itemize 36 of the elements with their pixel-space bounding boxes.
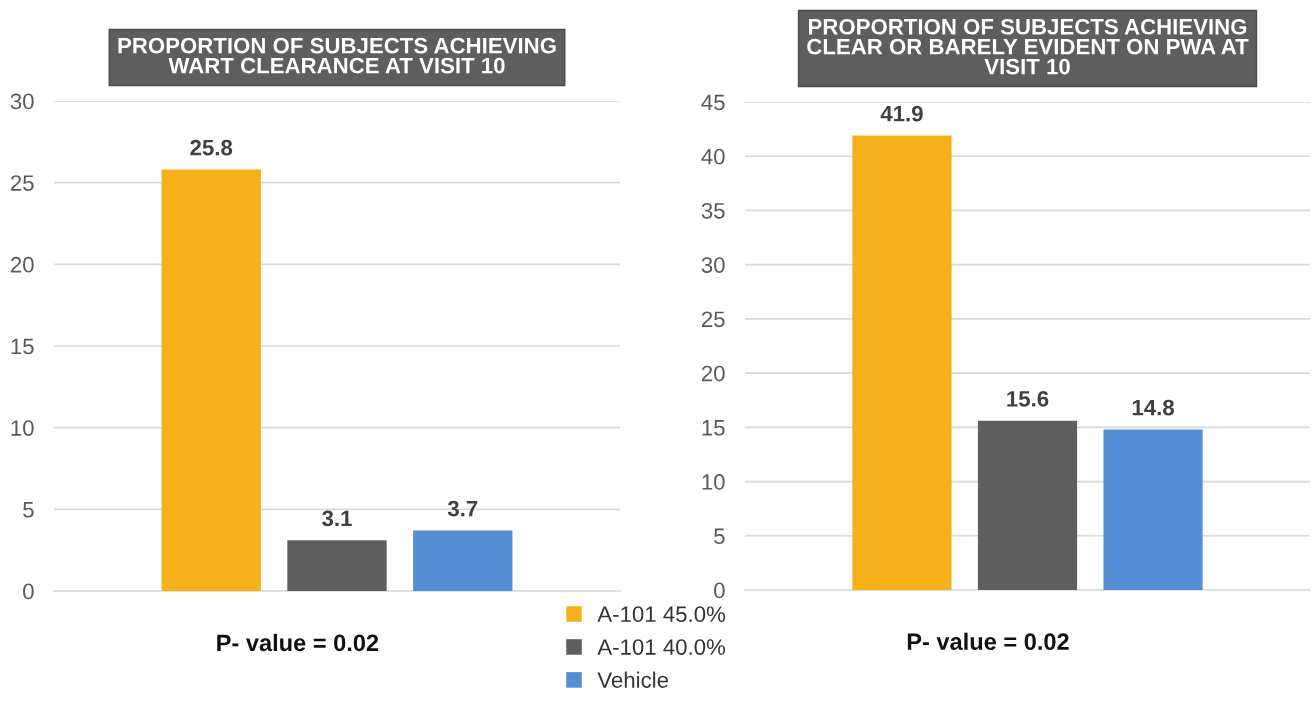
legend-label: A-101 40.0% xyxy=(597,639,726,655)
data-label: 3.7 xyxy=(447,500,478,517)
y-tick-label: 40 xyxy=(701,148,725,165)
y-tick-label: 25 xyxy=(10,175,34,191)
chart-title: PROPORTION OF SUBJECTS ACHIEVING WART CLEARANCE AT VISIT 10 xyxy=(118,37,556,74)
text: P- value = 0.02 xyxy=(217,633,379,652)
bar xyxy=(287,540,387,591)
bar xyxy=(1103,429,1203,590)
bar xyxy=(852,135,952,590)
data-label: 25.8 xyxy=(190,139,233,156)
bar xyxy=(413,530,513,591)
y-tick-label: 35 xyxy=(701,202,725,219)
text: P- value = 0.02 xyxy=(907,632,1069,651)
y-tick-label: 25 xyxy=(701,311,725,328)
y-tick-label: 45 xyxy=(701,94,725,111)
y-tick-label: 10 xyxy=(11,420,34,436)
data-label: 14.8 xyxy=(1132,399,1174,416)
y-tick-label: 0 xyxy=(23,583,34,600)
y-tick-label: 0 xyxy=(714,582,725,599)
chart-title: PROPORTION OF SUBJECTS ACHIEVING CLEAR OR BARELY EVIDENT ON PWA AT VISIT 10 xyxy=(807,18,1249,75)
y-tick-label: 30 xyxy=(10,93,34,110)
y-tick-label: 10 xyxy=(702,474,725,490)
y-tick-label: 20 xyxy=(10,256,34,273)
bar xyxy=(161,169,261,591)
y-tick-label: 15 xyxy=(11,338,34,355)
y-tick-label: 5 xyxy=(23,502,34,518)
y-tick-label: 5 xyxy=(714,528,725,545)
bar xyxy=(977,420,1078,590)
data-label: 41.9 xyxy=(880,105,923,122)
y-tick-label: 15 xyxy=(702,420,725,436)
y-tick-label: 30 xyxy=(701,257,725,273)
data-label: 3.1 xyxy=(322,510,352,527)
legend-label: Vehicle xyxy=(597,671,669,688)
y-tick-label: 20 xyxy=(701,365,725,382)
legend-label: A-101 45.0% xyxy=(597,606,726,623)
data-label: 15.6 xyxy=(1007,390,1049,407)
